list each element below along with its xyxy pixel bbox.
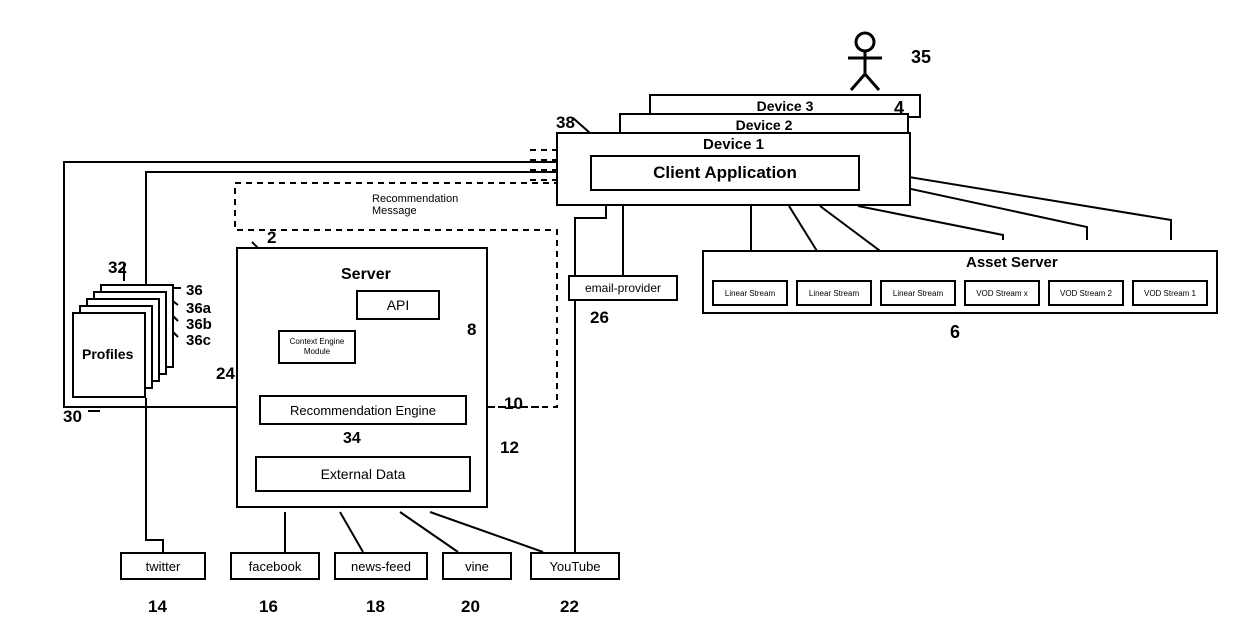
asset-server-title: Asset Server <box>966 254 1058 271</box>
rec-msg-l1: Recommendation <box>372 193 458 205</box>
server-title: Server <box>341 266 391 284</box>
ref-8: 8 <box>467 320 476 340</box>
source-ref: 18 <box>366 597 385 617</box>
ref-36c: 36c <box>186 332 211 349</box>
ref-38: 38 <box>556 113 575 133</box>
profiles-label: Profiles <box>82 346 133 362</box>
asset-stream-box: VOD Stream 2 <box>1048 280 1124 306</box>
ref-36: 36 <box>186 282 203 299</box>
source-ref: 14 <box>148 597 167 617</box>
email-provider-box: email-provider <box>568 275 678 301</box>
ref-35: 35 <box>911 47 931 68</box>
user-actor-icon <box>0 0 1240 125</box>
ref-12: 12 <box>500 438 519 458</box>
ctx-l2: Module <box>304 347 330 357</box>
asset-stream-box: Linear Stream <box>880 280 956 306</box>
ctx-l1: Context Engine <box>290 337 345 347</box>
ref-4: 4 <box>894 98 904 119</box>
source-box: vine <box>442 552 512 580</box>
source-box: news-feed <box>334 552 428 580</box>
source-ref: 16 <box>259 597 278 617</box>
ref-36b: 36b <box>186 316 212 333</box>
ref-30: 30 <box>63 407 82 427</box>
source-box: YouTube <box>530 552 620 580</box>
ref-32: 32 <box>108 258 127 278</box>
source-box: twitter <box>120 552 206 580</box>
ref-36a: 36a <box>186 300 211 317</box>
recommendation-msg-label: Recommendation Message <box>372 193 458 217</box>
api-box: API <box>356 290 440 320</box>
rec-msg-l2: Message <box>372 205 458 217</box>
recommendation-engine-box: Recommendation Engine <box>259 395 467 425</box>
external-data-box: External Data <box>255 456 471 492</box>
ref-2: 2 <box>267 228 276 248</box>
asset-stream-box: VOD Stream x <box>964 280 1040 306</box>
asset-stream-box: Linear Stream <box>712 280 788 306</box>
asset-stream-box: VOD Stream 1 <box>1132 280 1208 306</box>
ref-26: 26 <box>590 308 609 328</box>
ref-10: 10 <box>504 394 523 414</box>
ref-24: 24 <box>216 364 235 384</box>
source-ref: 22 <box>560 597 579 617</box>
client-application: Client Application <box>590 155 860 191</box>
context-engine-box: Context Engine Module <box>278 330 356 364</box>
source-box: facebook <box>230 552 320 580</box>
device-1-label: Device 1 <box>558 136 909 153</box>
source-ref: 20 <box>461 597 480 617</box>
ref-34: 34 <box>343 430 361 448</box>
asset-stream-box: Linear Stream <box>796 280 872 306</box>
ref-6: 6 <box>950 322 960 343</box>
